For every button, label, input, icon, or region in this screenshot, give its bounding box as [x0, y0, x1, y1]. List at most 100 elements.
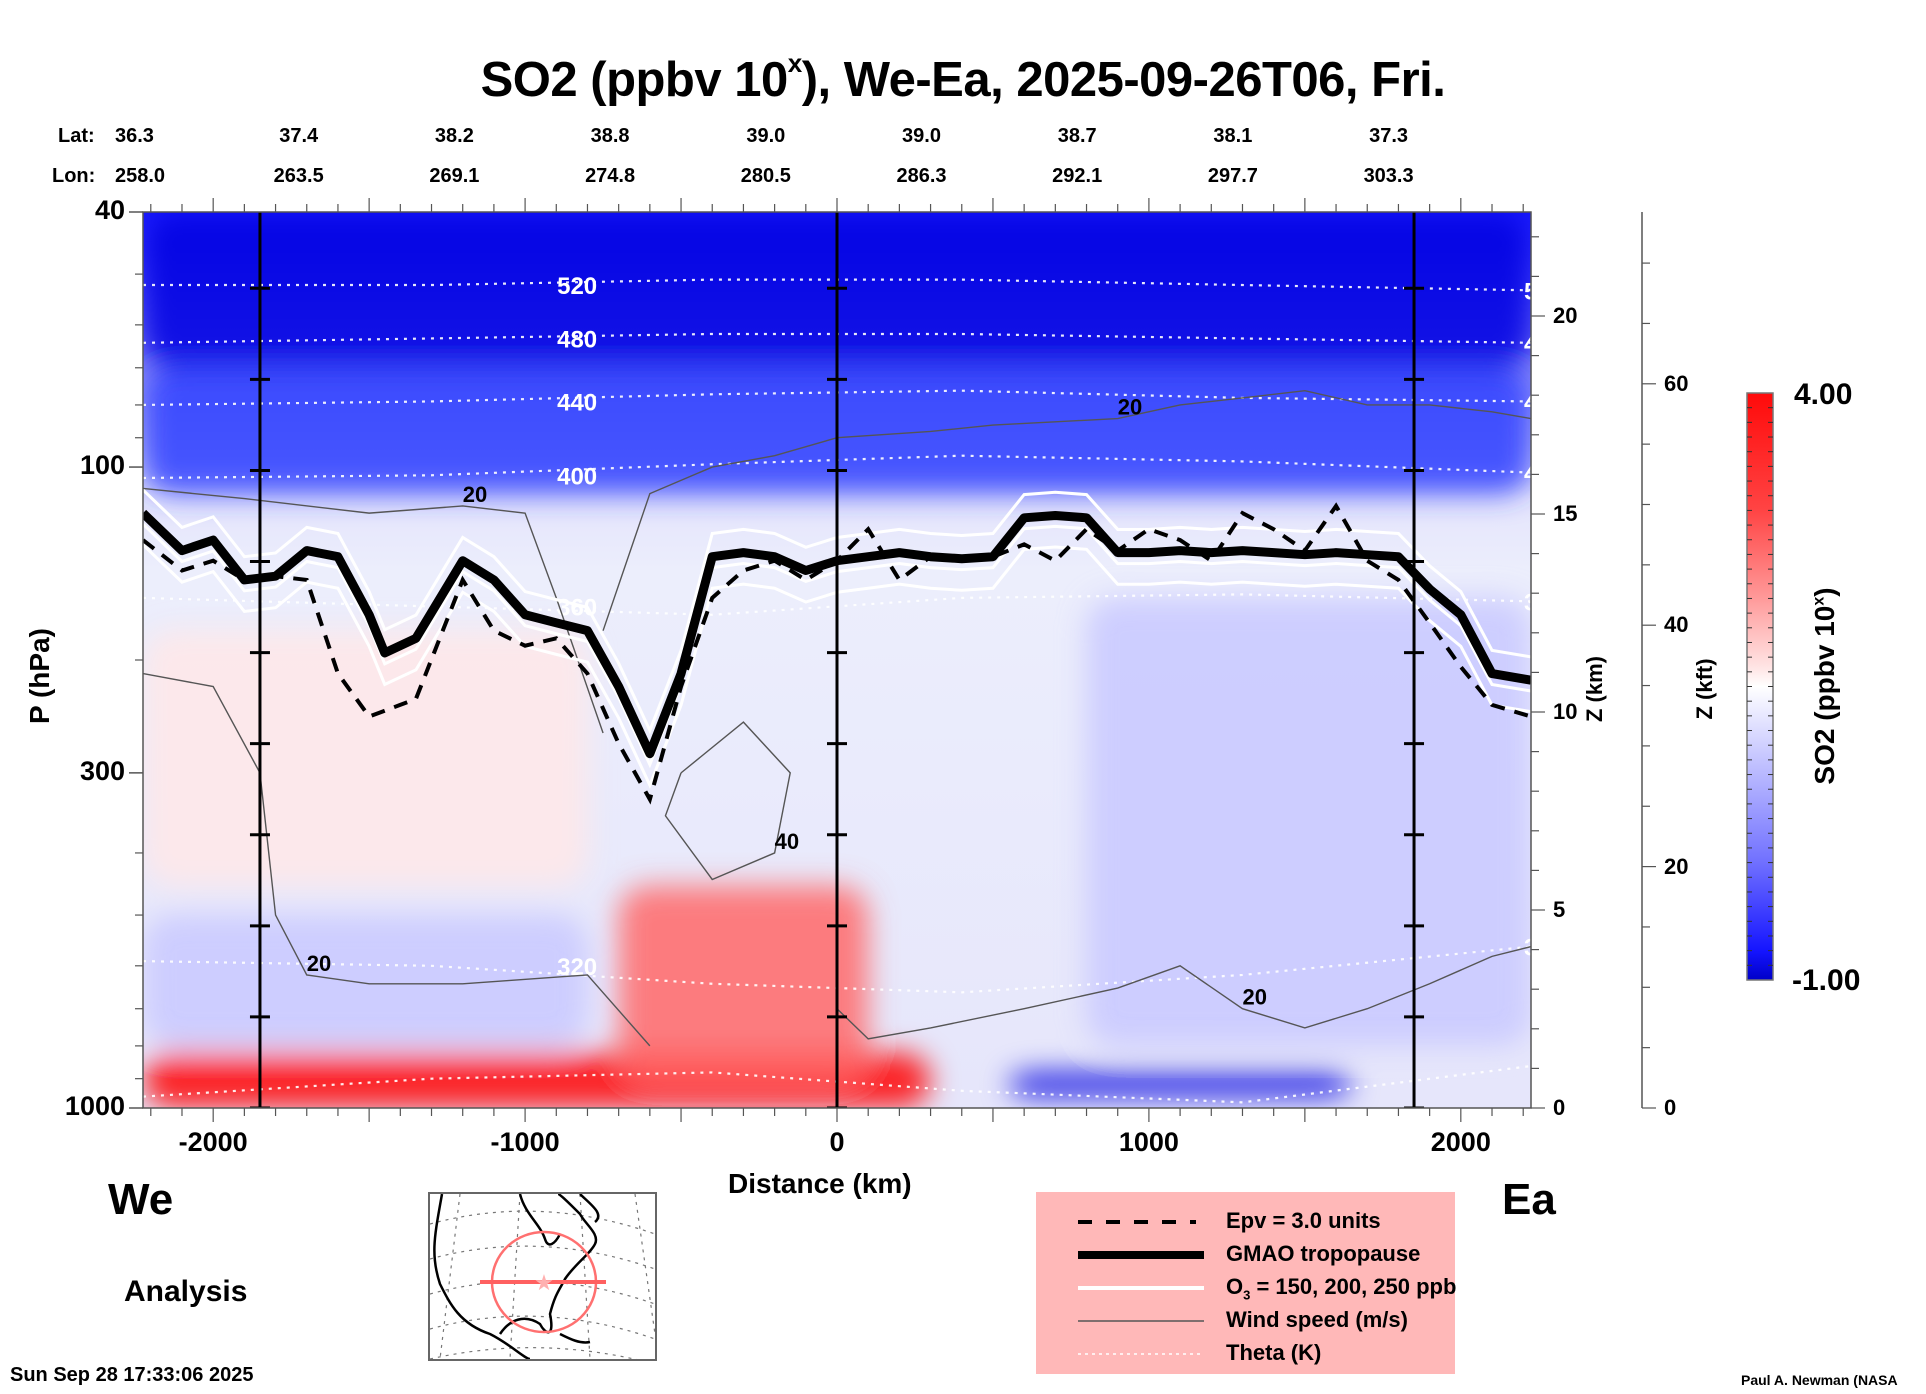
wind-contour-label: 20 [1118, 395, 1142, 420]
lat-value: 39.0 [746, 125, 786, 147]
z-km-tick-label: 15 [1553, 501, 1578, 526]
wind-contours: 20 20 20 40 20 [143, 389, 1531, 1047]
lon-value: 292.1 [1052, 165, 1103, 187]
field-region [143, 915, 588, 1046]
theta-contour-label: 440 [1524, 389, 1564, 416]
z-kft-tick-label: 40 [1664, 612, 1689, 638]
x-axis-label: Distance (km) [728, 1168, 912, 1199]
colorbar-label: SO2 (ppbv 10x) [1809, 571, 1841, 801]
wind-contour-label: 20 [463, 482, 487, 507]
legend-ozone-sub: 3 [1243, 1287, 1251, 1303]
colorbar-label-rest: ) [1809, 587, 1840, 597]
credit-text: Paul A. Newman (NASA [1741, 1372, 1898, 1388]
title-superscript: x [787, 48, 802, 78]
chart-title: SO2 (ppbv 10x), We-Ea, 2025-09-26T06, Fr… [0, 48, 1926, 108]
lat-value: 36.3 [115, 125, 154, 147]
y-tick-label: 40 [94, 195, 125, 225]
theta-contour-label: 520 [557, 273, 597, 300]
lon-value: 258.0 [115, 165, 166, 187]
lat-value: 38.7 [1057, 125, 1097, 147]
x-tick-label: 2000 [1430, 1127, 1491, 1157]
x-tick-label: 1000 [1118, 1127, 1179, 1157]
theta-contour-label: 360 [557, 594, 597, 621]
x-tick-label: 0 [829, 1127, 845, 1157]
legend-ozone-o: O [1226, 1274, 1244, 1299]
y-axis-label: P (hPa) [24, 628, 55, 724]
colorbar-max-label: 4.00 [1794, 378, 1853, 411]
y-tick-label: 300 [79, 755, 125, 786]
lon-value: 263.5 [273, 165, 324, 187]
west-label: We [108, 1175, 174, 1224]
timestamp: Sun Sep 28 17:33:06 2025 [10, 1364, 254, 1386]
lat-value: 37.4 [279, 125, 319, 147]
legend-item-tropopause: GMAO tropopause [1226, 1241, 1421, 1266]
theta-contour-label: 480 [557, 326, 597, 353]
field-region [1008, 1072, 1352, 1097]
z-km-axis-label: Z (km) [1582, 656, 1607, 722]
wind-contour-label: 20 [307, 951, 331, 976]
z-kft-tick-label: 60 [1664, 370, 1689, 396]
theta-contour-label: 520 [1524, 278, 1564, 305]
z-kft-tick-label: 20 [1664, 853, 1689, 879]
legend-swatches [1078, 1220, 1204, 1355]
z-km-tick-label: 5 [1553, 897, 1566, 922]
title-text: SO2 (ppbv 10 [480, 53, 789, 107]
z-kft-axis-label: Z (kft) [1692, 658, 1717, 720]
analysis-label: Analysis [124, 1275, 248, 1308]
map-svg: ★ [429, 1192, 656, 1365]
lat-value: 37.3 [1369, 125, 1409, 147]
legend: Epv = 3.0 units GMAO tropopause O3 = 150… [1036, 1192, 1456, 1374]
lon-value: 286.3 [896, 165, 947, 187]
theta-contour-label: 400 [557, 463, 597, 490]
colorbar-ticks [1747, 407, 1773, 966]
vertical-marker-lines [249, 212, 1425, 1108]
colorbar-label-text: SO2 (ppbv 10 [1809, 605, 1840, 785]
lon-value: 280.5 [740, 165, 791, 187]
map-islands [559, 1193, 600, 1344]
legend-item-ozone: O3 = 150, 200, 250 ppb [1226, 1274, 1456, 1302]
lat-value: 38.2 [434, 125, 474, 147]
y-tick-label: 1000 [64, 1091, 125, 1121]
wind-contour-label: 20 [1242, 985, 1266, 1010]
field-region [1086, 597, 1531, 1046]
location-map-inset: ★ [428, 1192, 657, 1365]
lon-value: 303.3 [1363, 165, 1414, 187]
lat-value: 38.8 [590, 125, 630, 147]
wind-contour [602, 389, 1531, 631]
wind-contour [143, 672, 651, 1047]
legend-item-theta: Theta (K) [1226, 1340, 1322, 1365]
theta-contour-label: 440 [557, 389, 597, 416]
lat-row-label: Lat: [58, 125, 95, 147]
legend-item-epv: Epv = 3.0 units [1226, 1208, 1381, 1233]
lat-value: 39.0 [902, 125, 941, 147]
lon-value: 269.1 [429, 165, 480, 187]
z-km-tick-label: 20 [1553, 303, 1578, 328]
lat-value: 38.1 [1213, 125, 1253, 147]
map-coastlines [433, 1192, 598, 1361]
title-text-rest: ), We-Ea, 2025-09-26T06, Fri. [801, 53, 1446, 107]
theta-contour-label: 320 [1524, 935, 1564, 962]
wind-contour [143, 487, 604, 734]
east-label: Ea [1502, 1175, 1556, 1224]
z-km-tick-label: 0 [1553, 1095, 1566, 1120]
field-region [618, 885, 869, 1079]
wind-contour [836, 945, 1531, 1040]
wind-contour [664, 721, 791, 881]
map-center-star-icon: ★ [534, 1270, 554, 1295]
colorbar-min-label: -1.00 [1792, 964, 1861, 997]
legend-ozone-rest: = 150, 200, 250 ppb [1250, 1274, 1457, 1299]
y-tick-label: 100 [79, 450, 125, 481]
wind-contour-label: 40 [775, 829, 799, 854]
theta-contour-label: 400 [1524, 461, 1564, 488]
z-kft-tick-label: 0 [1664, 1095, 1677, 1120]
field-region [143, 630, 588, 886]
z-km-tick-label: 10 [1553, 699, 1578, 724]
axes [129, 198, 1656, 1122]
x-tick-label: -2000 [178, 1127, 248, 1157]
lon-value: 297.7 [1207, 165, 1258, 187]
x-tick-label: -1000 [490, 1127, 560, 1157]
theta-contour-label: 360 [1524, 589, 1564, 616]
lon-row-label: Lon: [52, 165, 96, 187]
theta-contour-label: 480 [1524, 331, 1564, 358]
